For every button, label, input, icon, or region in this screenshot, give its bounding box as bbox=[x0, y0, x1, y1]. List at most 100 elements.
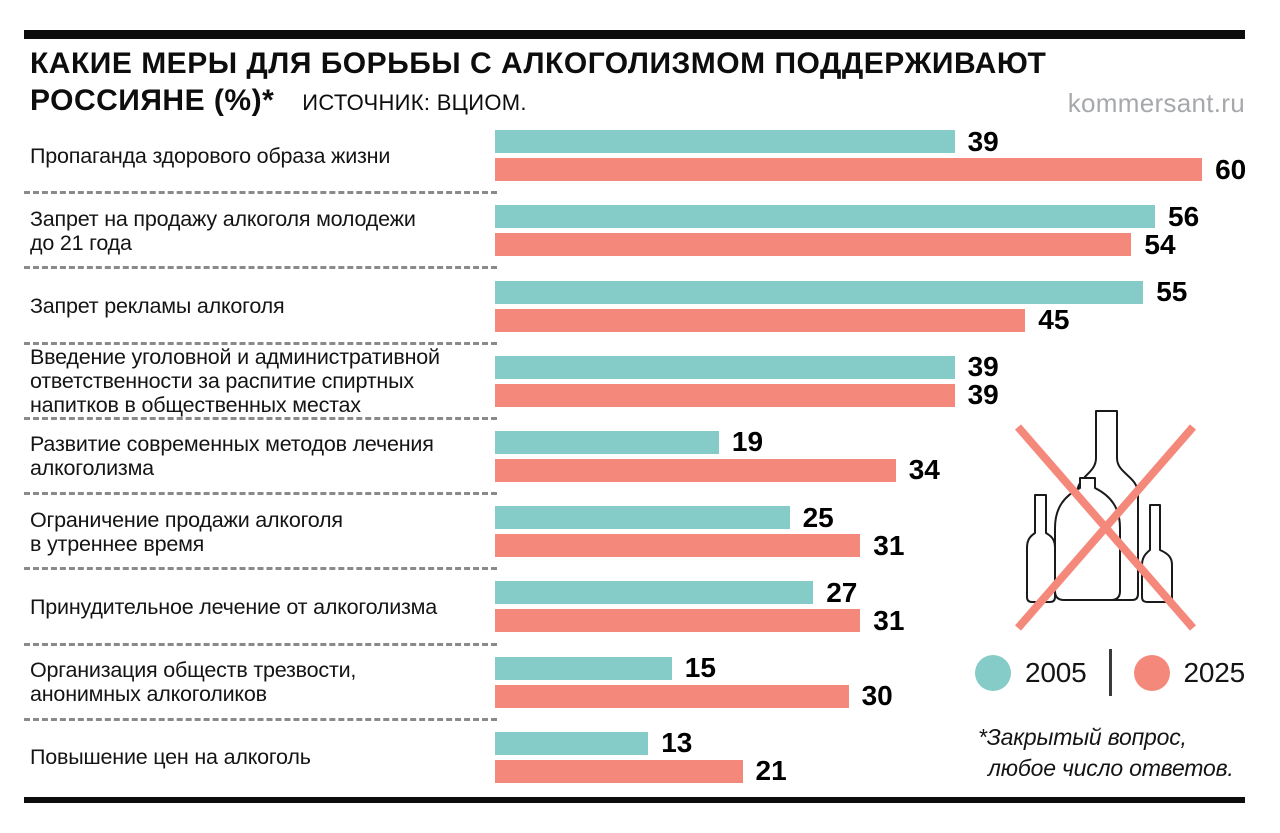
value-2005: 27 bbox=[826, 576, 858, 608]
kommersant-watermark: kommersant.ru bbox=[1067, 88, 1245, 118]
top-rule bbox=[24, 30, 1245, 39]
bar-line-2005: 56 bbox=[495, 201, 1245, 232]
category-label: Принудительное лечение от алкоголизма bbox=[30, 594, 438, 619]
bottom-rule bbox=[24, 797, 1245, 803]
category-label: Запрет рекламы алкоголя bbox=[30, 294, 285, 319]
bar-2025 bbox=[495, 759, 743, 783]
bar-2005 bbox=[495, 731, 649, 755]
category-label: Ограничение продажи алкоголя в утреннее … bbox=[30, 507, 343, 556]
category-label: Введение уголовной и административной от… bbox=[30, 345, 440, 418]
bar-2005 bbox=[495, 506, 790, 530]
bar-pair: 27 31 bbox=[495, 577, 1245, 636]
bar-pair: 19 34 bbox=[495, 426, 1245, 485]
chart-row: Организация обществ трезвости, анонимных… bbox=[24, 645, 1245, 721]
bar-pair: 56 54 bbox=[495, 201, 1245, 260]
bar-pair: 15 30 bbox=[495, 652, 1245, 711]
legend-label-2005: 2005 bbox=[1025, 656, 1087, 688]
footnote-line-2: любое число ответов. bbox=[988, 755, 1234, 781]
bar-line-2025: 31 bbox=[495, 605, 1245, 636]
value-2025: 45 bbox=[1038, 304, 1070, 336]
bar-2025 bbox=[495, 383, 955, 407]
title-line-2: РОССИЯНЕ (%)* bbox=[30, 84, 275, 117]
bar-line-2025: 54 bbox=[495, 229, 1245, 260]
value-2005: 39 bbox=[967, 351, 999, 383]
bar-pair: 13 21 bbox=[495, 727, 1245, 786]
value-2025: 31 bbox=[873, 529, 905, 561]
bar-2005 bbox=[495, 430, 719, 454]
bar-2005 bbox=[495, 280, 1144, 304]
bar-pair: 39 39 bbox=[495, 351, 1245, 410]
legend: 2005 2025 bbox=[975, 649, 1245, 696]
bar-2025 bbox=[495, 684, 849, 708]
footnote-line-1: *Закрытый вопрос, bbox=[978, 724, 1187, 750]
value-2025: 34 bbox=[908, 454, 940, 486]
category-label: Запрет на продажу алкоголя молодежи до 2… bbox=[30, 206, 416, 255]
bar-2025 bbox=[495, 609, 861, 633]
bar-line-2005: 25 bbox=[495, 502, 1245, 533]
value-2005: 39 bbox=[967, 125, 999, 157]
legend-label-2025: 2025 bbox=[1183, 656, 1246, 688]
category-label: Организация обществ трезвости, анонимных… bbox=[30, 658, 357, 707]
bar-pair: 39 60 bbox=[495, 126, 1246, 185]
bar-2005 bbox=[495, 581, 814, 605]
bar-2025 bbox=[495, 158, 1203, 182]
bar-2005 bbox=[495, 355, 955, 379]
bar-line-2005: 55 bbox=[495, 276, 1245, 307]
value-2005: 13 bbox=[661, 727, 693, 759]
bar-line-2005: 15 bbox=[495, 652, 1245, 683]
small-bottle-left-icon bbox=[1026, 494, 1056, 603]
title-line-1: КАКИЕ МЕРЫ ДЛЯ БОРЬБЫ С АЛКОГОЛИЗМОМ ПОД… bbox=[30, 47, 1047, 80]
title-line-2-wrap: РОССИЯНЕ (%)* ИСТОЧНИК: ВЦИОМ. bbox=[30, 84, 1046, 118]
bar-line-2025: 39 bbox=[495, 379, 1245, 410]
value-2005: 55 bbox=[1156, 276, 1188, 308]
bar-chart: Пропаганда здорового образа жизни 39 60 … bbox=[24, 118, 1246, 795]
value-2005: 56 bbox=[1168, 200, 1200, 232]
value-2005: 15 bbox=[684, 652, 716, 684]
bar-line-2025: 31 bbox=[495, 530, 1245, 561]
source-label: ИСТОЧНИК: ВЦИОМ. bbox=[302, 90, 527, 115]
chart-row: Запрет рекламы алкоголя 55 45 bbox=[24, 268, 1245, 345]
bar-line-2005: 13 bbox=[495, 727, 1245, 758]
bar-line-2025: 60 bbox=[495, 154, 1246, 185]
bar-2005 bbox=[495, 205, 1155, 229]
chart-row: Принудительное лечение от алкоголизма 27… bbox=[24, 569, 1245, 646]
bar-2025 bbox=[495, 308, 1026, 332]
value-2025: 54 bbox=[1144, 228, 1176, 260]
value-2025: 60 bbox=[1215, 153, 1247, 185]
bar-line-2025: 21 bbox=[495, 755, 1245, 786]
chart-row: Развитие современных методов лечения алк… bbox=[24, 419, 1245, 496]
page-title: КАКИЕ МЕРЫ ДЛЯ БОРЬБЫ С АЛКОГОЛИЗМОМ ПОД… bbox=[30, 47, 1046, 118]
chart-row: Пропаганда здорового образа жизни 39 60 bbox=[24, 118, 1246, 195]
value-2025: 30 bbox=[861, 680, 893, 712]
value-2005: 25 bbox=[802, 501, 834, 533]
category-label: Развитие современных методов лечения алк… bbox=[30, 432, 434, 481]
bar-line-2025: 30 bbox=[495, 680, 1245, 711]
bar-2025 bbox=[495, 233, 1132, 257]
legend-dot-2005 bbox=[975, 654, 1011, 691]
bar-2025 bbox=[495, 458, 896, 482]
chart-row: Запрет на продажу алкоголя молодежи до 2… bbox=[24, 193, 1245, 270]
category-label: Пропаганда здорового образа жизни bbox=[30, 143, 391, 168]
category-label: Повышение цен на алкоголь bbox=[30, 745, 311, 770]
bar-line-2005: 27 bbox=[495, 577, 1245, 608]
value-2025: 39 bbox=[967, 379, 999, 411]
bar-line-2025: 45 bbox=[495, 304, 1245, 335]
bar-line-2005: 39 bbox=[495, 351, 1245, 382]
crossed-out-bottles-illustration bbox=[1014, 410, 1197, 631]
bar-pair: 55 45 bbox=[495, 276, 1245, 335]
chart-row: Повышение цен на алкоголь 13 21 bbox=[30, 720, 1245, 795]
bar-2025 bbox=[495, 534, 861, 558]
legend-divider bbox=[1108, 649, 1112, 696]
legend-dot-2025 bbox=[1133, 654, 1170, 691]
bar-line-2005: 19 bbox=[495, 426, 1245, 457]
bar-line-2005: 39 bbox=[495, 126, 1246, 157]
bar-line-2025: 34 bbox=[495, 454, 1245, 485]
chart-row: Введение уголовной и административной от… bbox=[24, 344, 1245, 421]
cross-x-icon bbox=[1014, 424, 1197, 631]
value-2005: 19 bbox=[731, 426, 764, 458]
bar-2005 bbox=[495, 130, 955, 154]
bar-2005 bbox=[495, 656, 672, 680]
value-2025: 31 bbox=[873, 604, 905, 636]
value-2025: 21 bbox=[755, 755, 787, 787]
